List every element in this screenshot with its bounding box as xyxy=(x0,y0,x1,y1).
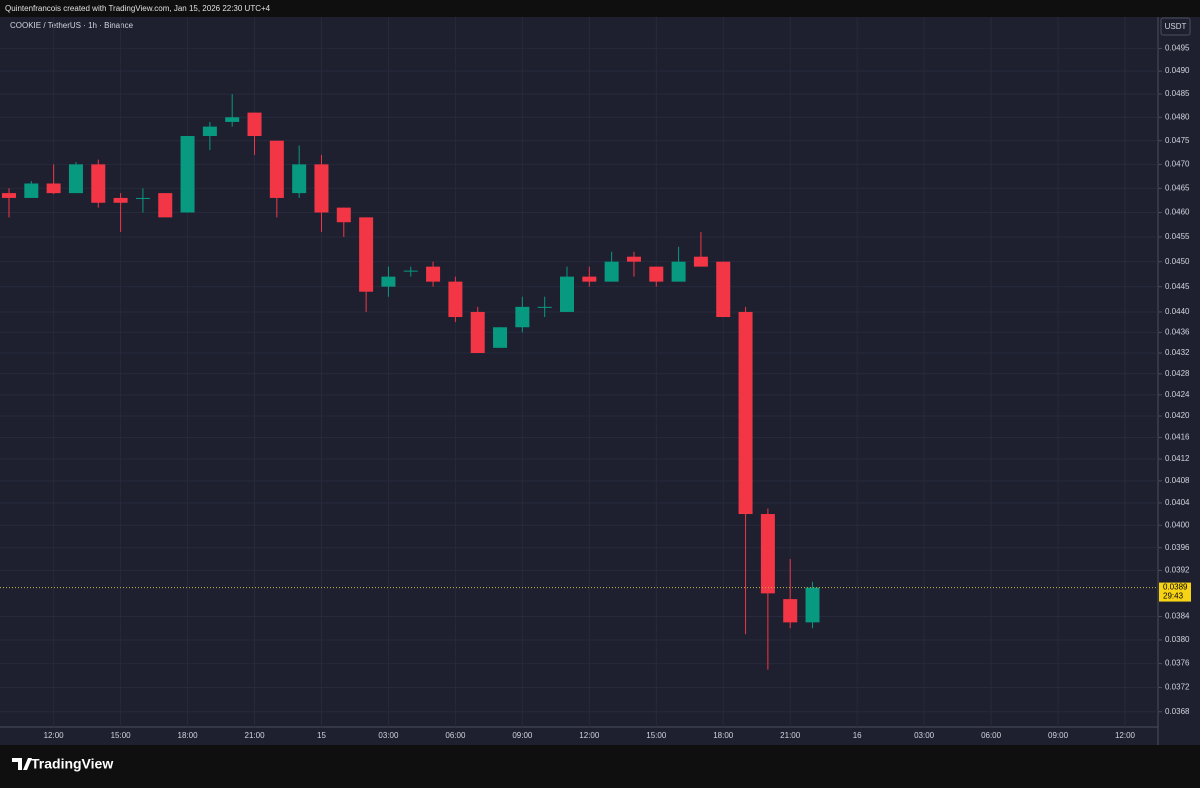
candle-body xyxy=(760,514,775,594)
x-tick-label: 15:00 xyxy=(646,731,667,740)
logo-icon xyxy=(12,758,32,770)
currency-box xyxy=(1160,17,1191,36)
candle-body xyxy=(515,306,530,328)
candle-body xyxy=(247,112,262,136)
x-tick-label: 03:00 xyxy=(914,731,935,740)
y-tick-label: 0.0455 xyxy=(1165,232,1190,241)
candle-body xyxy=(649,266,664,282)
y-tick-label: 0.0480 xyxy=(1165,112,1190,121)
x-tick-label: 03:00 xyxy=(378,731,399,740)
y-tick-label: 0.0465 xyxy=(1165,183,1190,192)
y-tick-label: 0.0428 xyxy=(1165,369,1190,378)
countdown: 29:43 xyxy=(1163,592,1184,601)
candle-body xyxy=(403,270,418,272)
y-tick-label: 0.0412 xyxy=(1165,454,1190,463)
y-tick-label: 0.0384 xyxy=(1165,612,1190,621)
candle-body xyxy=(46,183,61,194)
candle-body xyxy=(24,183,39,198)
x-tick-label: 15:00 xyxy=(111,731,132,740)
candle-body xyxy=(426,266,441,282)
y-tick-label: 0.0408 xyxy=(1165,476,1190,485)
y-tick-label: 0.0432 xyxy=(1165,348,1190,357)
candle-body xyxy=(537,306,552,308)
y-tick-label: 0.0420 xyxy=(1165,411,1190,420)
candle-body xyxy=(783,599,798,623)
chart-area xyxy=(0,17,1200,745)
x-tick-label: 12:00 xyxy=(44,731,65,740)
x-tick-label: 21:00 xyxy=(245,731,266,740)
y-tick-label: 0.0440 xyxy=(1165,307,1190,316)
last-price-box xyxy=(1159,582,1191,602)
candle-body xyxy=(560,276,574,312)
candle-body xyxy=(2,193,16,198)
x-tick-label: 09:00 xyxy=(512,731,533,740)
y-tick-label: 0.0376 xyxy=(1165,659,1190,668)
candle-body xyxy=(738,311,753,515)
y-tick-label: 0.0445 xyxy=(1165,282,1190,291)
y-tick-label: 0.0400 xyxy=(1165,520,1190,529)
x-tick-label: 12:00 xyxy=(1115,731,1136,740)
candle-body xyxy=(470,311,485,353)
candle-body xyxy=(805,587,820,623)
candle-body xyxy=(381,276,396,287)
y-tick-label: 0.0392 xyxy=(1165,566,1190,575)
candle-body xyxy=(493,327,508,348)
candle-body xyxy=(671,261,686,282)
candle-body xyxy=(91,164,106,203)
candle-body xyxy=(359,217,374,292)
currency: USDT xyxy=(1165,22,1187,31)
x-tick-label: 09:00 xyxy=(1048,731,1069,740)
logo: TradingView xyxy=(12,756,113,772)
last-price-label: 0.0389 xyxy=(1163,583,1188,592)
candle-body xyxy=(448,281,463,318)
candle-body xyxy=(693,256,708,267)
attribution: Quintenfrancois created with TradingView… xyxy=(5,4,271,13)
candle-body xyxy=(180,135,195,213)
y-tick-label: 0.0475 xyxy=(1165,136,1190,145)
candle-body xyxy=(202,126,217,136)
y-tick-label: 0.0490 xyxy=(1165,66,1190,75)
y-tick-label: 0.0380 xyxy=(1165,635,1190,644)
candle-body xyxy=(604,261,619,282)
y-tick-label: 0.0436 xyxy=(1165,327,1190,336)
x-tick-label: 21:00 xyxy=(780,731,801,740)
chart-title: COOKIE / TetherUS · 1h · Binance xyxy=(10,21,134,30)
y-tick-label: 0.0416 xyxy=(1165,433,1190,442)
candle-body xyxy=(68,164,83,194)
x-tick-label: 15 xyxy=(317,731,326,740)
y-tick-label: 0.0424 xyxy=(1165,390,1190,399)
candle-body xyxy=(716,261,731,318)
candle-body xyxy=(225,117,240,122)
candle-body xyxy=(292,164,307,194)
candle-body xyxy=(113,197,128,203)
brand: TradingView xyxy=(31,756,113,772)
y-tick-label: 0.0485 xyxy=(1165,89,1190,98)
candle-body xyxy=(626,256,641,262)
x-tick-label: 16 xyxy=(853,731,862,740)
x-tick-label: 18:00 xyxy=(178,731,199,740)
candle-body xyxy=(314,164,329,213)
x-tick-label: 06:00 xyxy=(445,731,466,740)
y-tick-label: 0.0450 xyxy=(1165,257,1190,266)
candle-body xyxy=(269,140,284,198)
candle-body xyxy=(582,276,597,282)
y-tick-label: 0.0368 xyxy=(1165,707,1190,716)
x-tick-label: 12:00 xyxy=(579,731,600,740)
candle-body xyxy=(336,207,351,223)
x-tick-label: 18:00 xyxy=(713,731,734,740)
x-tick-label: 06:00 xyxy=(981,731,1002,740)
y-tick-label: 0.0495 xyxy=(1165,44,1190,53)
y-tick-label: 0.0396 xyxy=(1165,543,1190,552)
y-tick-label: 0.0470 xyxy=(1165,159,1190,168)
candle-body xyxy=(135,197,150,199)
candle-body xyxy=(158,193,173,218)
y-tick-label: 0.0404 xyxy=(1165,498,1190,507)
y-tick-label: 0.0460 xyxy=(1165,208,1190,217)
y-tick-label: 0.0372 xyxy=(1165,683,1190,692)
